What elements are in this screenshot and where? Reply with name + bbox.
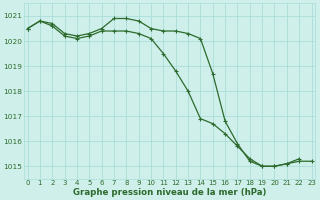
X-axis label: Graphe pression niveau de la mer (hPa): Graphe pression niveau de la mer (hPa) [73, 188, 266, 197]
